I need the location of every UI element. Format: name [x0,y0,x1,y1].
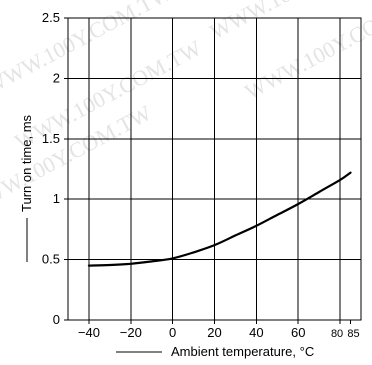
y-tick-label: 0.5 [42,252,60,267]
x-tick-label: 85 [347,328,359,340]
x-tick-label: 0 [169,325,176,340]
x-tick-label: −40 [78,325,100,340]
x-tick-label: 80 [331,328,343,340]
y-tick-label: 1 [53,191,60,206]
y-tick-label: 0 [53,312,60,327]
y-tick-label: 2 [53,70,60,85]
series-line [87,171,352,267]
x-tick-label: 40 [249,325,263,340]
watermark-layer: WWW.100Y.COM.TWWWW.100Y.COM.TWWWW.100Y.C… [0,0,372,219]
y-tick-labels: 0 0.5 1 1.5 2 2.5 [42,10,68,327]
x-tick-label: 60 [291,325,305,340]
x-tick-label: −20 [120,325,142,340]
y-axis-title: Turn on time, ms [19,114,34,212]
y-tick-label: 2.5 [42,10,60,25]
series-layer [87,171,352,267]
x-axis-title: Ambient temperature, °C [171,344,314,359]
x-tick-label: 20 [207,325,221,340]
x-tick-labels: −40 −20 0 20 40 60 80 85 [78,320,360,340]
y-tick-label: 1.5 [42,131,60,146]
